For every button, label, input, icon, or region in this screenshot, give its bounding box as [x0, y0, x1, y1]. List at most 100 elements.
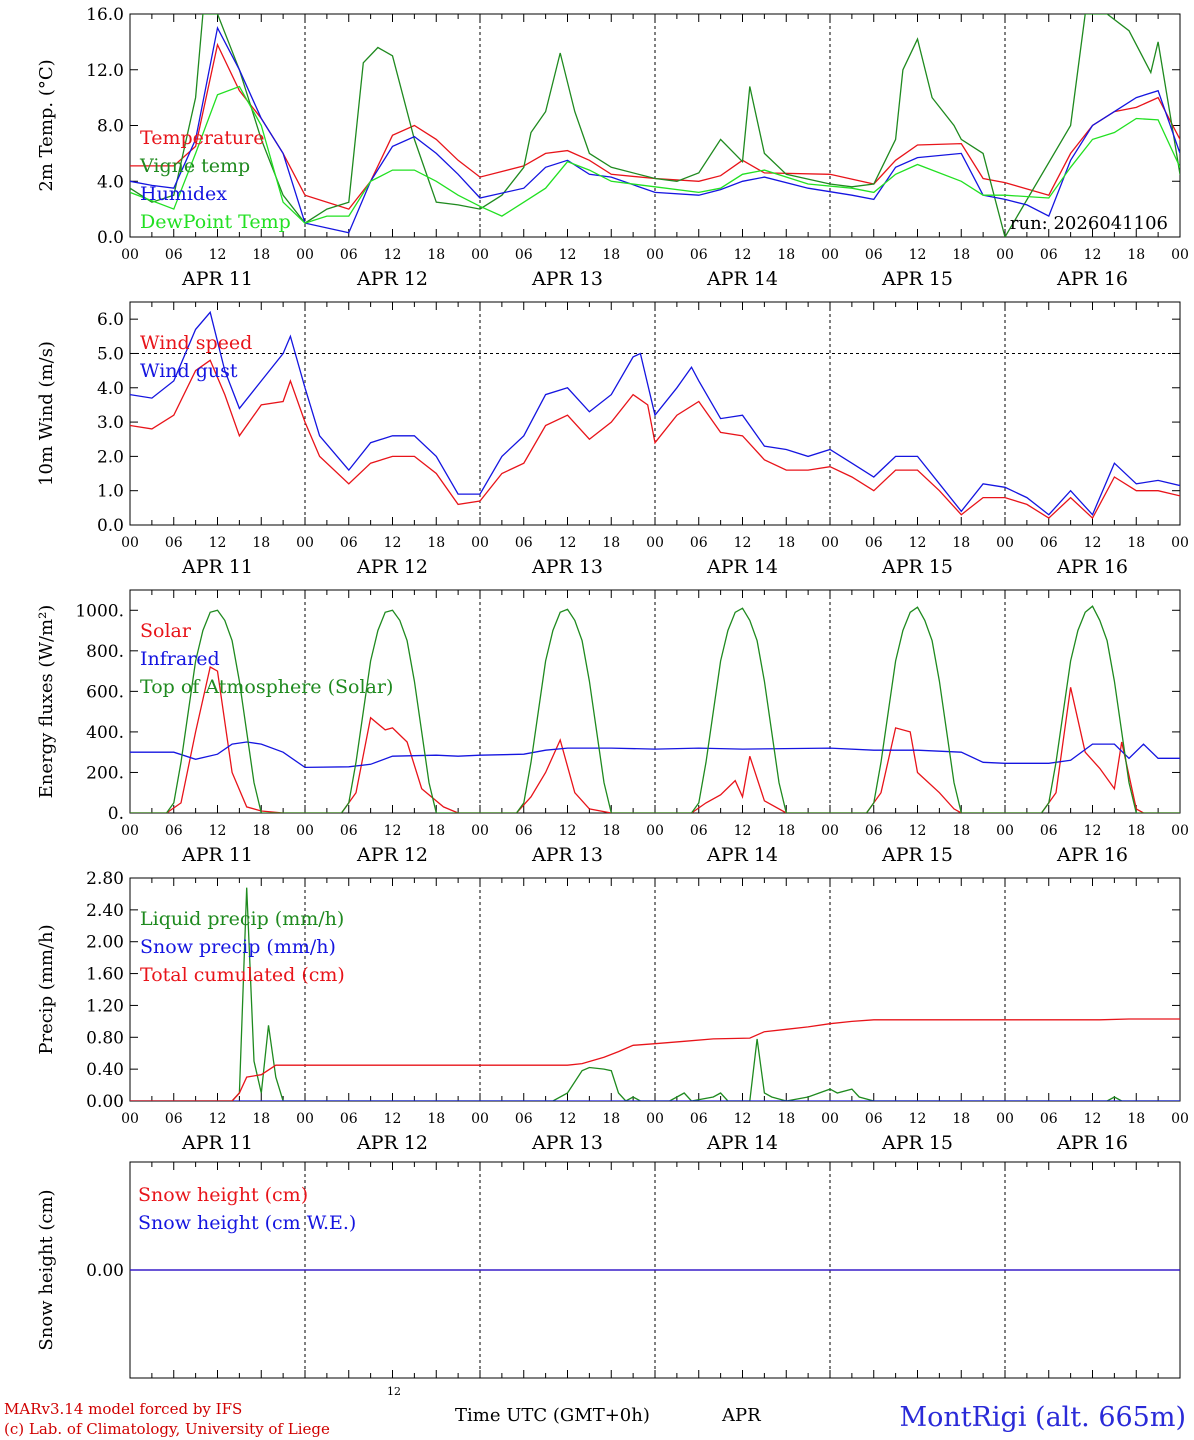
x-tick-label: 00: [121, 535, 139, 551]
x-tick-label: 06: [690, 823, 708, 839]
x-tick-label: 18: [252, 823, 270, 839]
legend-entry: Solar: [140, 620, 192, 642]
y-tick-label: 12.0: [86, 61, 124, 81]
y-tick-label: 1.60: [86, 965, 124, 985]
time-axis-label: Time UTC (GMT+0h): [455, 1405, 650, 1426]
x-tick-label: 12: [209, 247, 227, 263]
y-tick-label: 2.40: [86, 901, 124, 921]
x-tick-label: 18: [602, 535, 620, 551]
series-line: [130, 310, 1180, 516]
lab-credit-text: (c) Lab. of Climatology, University of L…: [4, 1420, 330, 1438]
y-tick-label: 200.: [86, 763, 124, 783]
x-tick-label: 12: [1084, 823, 1102, 839]
day-label: APR 16: [1056, 1132, 1128, 1154]
day-label: APR 16: [1056, 844, 1128, 866]
x-tick-label: 06: [515, 247, 533, 263]
series-line: [130, 14, 1180, 237]
x-tick-label: 00: [996, 535, 1014, 551]
x-tick-label: 18: [427, 823, 445, 839]
x-tick-label: 18: [427, 247, 445, 263]
day-label: APR 15: [881, 1132, 953, 1154]
day-label: APR 14: [706, 844, 778, 866]
x-tick-label: 12: [384, 535, 402, 551]
x-tick-label: 12: [734, 1111, 752, 1127]
x-tick-label: 00: [646, 247, 664, 263]
x-tick-label: 00: [646, 1111, 664, 1127]
legend-entry: Wind gust: [140, 360, 238, 382]
x-tick-label: 00: [821, 1111, 839, 1127]
series-line: [130, 741, 1180, 769]
x-tick-label: 18: [602, 1111, 620, 1127]
x-tick-label: 00: [471, 823, 489, 839]
x-tick-label: 12: [1084, 1111, 1102, 1127]
legend-entry: Wind speed: [140, 332, 252, 354]
x-tick-label: 06: [340, 823, 358, 839]
y-tick-label: 8.0: [97, 117, 124, 137]
y-tick-label: 5.0: [97, 344, 124, 364]
y-tick-label: 6.0: [97, 310, 124, 330]
y-tick-label: 16.0: [86, 5, 124, 25]
x-tick-label: 00: [996, 247, 1014, 263]
day-label: APR 12: [356, 1132, 428, 1154]
x-tick-label: 00: [996, 823, 1014, 839]
x-tick-label: 12: [559, 1111, 577, 1127]
x-tick-label: 00: [646, 823, 664, 839]
day-label: APR 12: [356, 556, 428, 578]
x-tick-label: 06: [865, 1111, 883, 1127]
legend-entry: Snow height (cm W.E.): [138, 1212, 356, 1234]
x-tick-label: 12: [209, 823, 227, 839]
y-axis-label: Precip (mm/h): [36, 924, 57, 1054]
day-label: APR 13: [531, 1132, 603, 1154]
x-tick-label: 00: [296, 1111, 314, 1127]
x-tick-label: 18: [427, 535, 445, 551]
x-tick-label: 06: [1040, 247, 1058, 263]
x-tick-label: 06: [165, 247, 183, 263]
x-tick-label: 18: [1127, 535, 1145, 551]
y-tick-label: 1.20: [86, 996, 124, 1016]
day-label: APR 15: [881, 268, 953, 290]
day-label: APR 12: [356, 268, 428, 290]
legend-entry: Snow precip (mm/h): [140, 936, 336, 958]
x-tick-label: 00: [296, 247, 314, 263]
y-tick-label: 2.80: [86, 869, 124, 889]
x-tick-label: 06: [165, 535, 183, 551]
x-tick-label: 00: [1171, 247, 1189, 263]
y-tick-label: 0.: [108, 804, 124, 824]
legend-entry: Vigne temp: [139, 155, 250, 177]
series-line: [130, 42, 1180, 210]
x-tick-label: 00: [121, 247, 139, 263]
x-tick-label: 00: [1171, 535, 1189, 551]
x-tick-label: 18: [252, 247, 270, 263]
x-tick-label: 06: [1040, 535, 1058, 551]
legend-entry: Infrared: [140, 648, 220, 670]
legend-entry: Total cumulated (cm): [140, 964, 345, 986]
day-label: APR 13: [531, 844, 603, 866]
series-line: [130, 359, 1180, 520]
y-tick-label: 0.40: [86, 1060, 124, 1080]
x-tick-label: 00: [821, 247, 839, 263]
y-tick-label: 400.: [86, 723, 124, 743]
x-tick-label: 06: [515, 1111, 533, 1127]
x-tick-label: 18: [427, 1111, 445, 1127]
x-tick-label: 00: [471, 247, 489, 263]
x-tick-label: 12: [559, 247, 577, 263]
x-tick-label: 00: [1171, 823, 1189, 839]
x-tick-label: 06: [865, 247, 883, 263]
x-tick-label: 18: [952, 1111, 970, 1127]
x-tick-label: 12: [209, 1111, 227, 1127]
y-tick-label: 0.00: [86, 1261, 124, 1281]
y-tick-label: 600.: [86, 682, 124, 702]
x-tick-label: 06: [1040, 823, 1058, 839]
x-tick-label: 00: [821, 823, 839, 839]
day-label: APR 15: [881, 844, 953, 866]
x-tick-label: 12: [559, 823, 577, 839]
x-tick-label: 00: [296, 535, 314, 551]
x-tick-label: 12: [1084, 535, 1102, 551]
legend-entry: DewPoint Temp: [140, 211, 291, 233]
x-tick-label: 00: [296, 823, 314, 839]
series-line: [130, 887, 1180, 1101]
y-tick-label: 2.00: [86, 933, 124, 953]
legend-entry: Liquid precip (mm/h): [140, 908, 344, 930]
small-hour-label: 12: [387, 1385, 401, 1398]
x-tick-label: 18: [252, 535, 270, 551]
